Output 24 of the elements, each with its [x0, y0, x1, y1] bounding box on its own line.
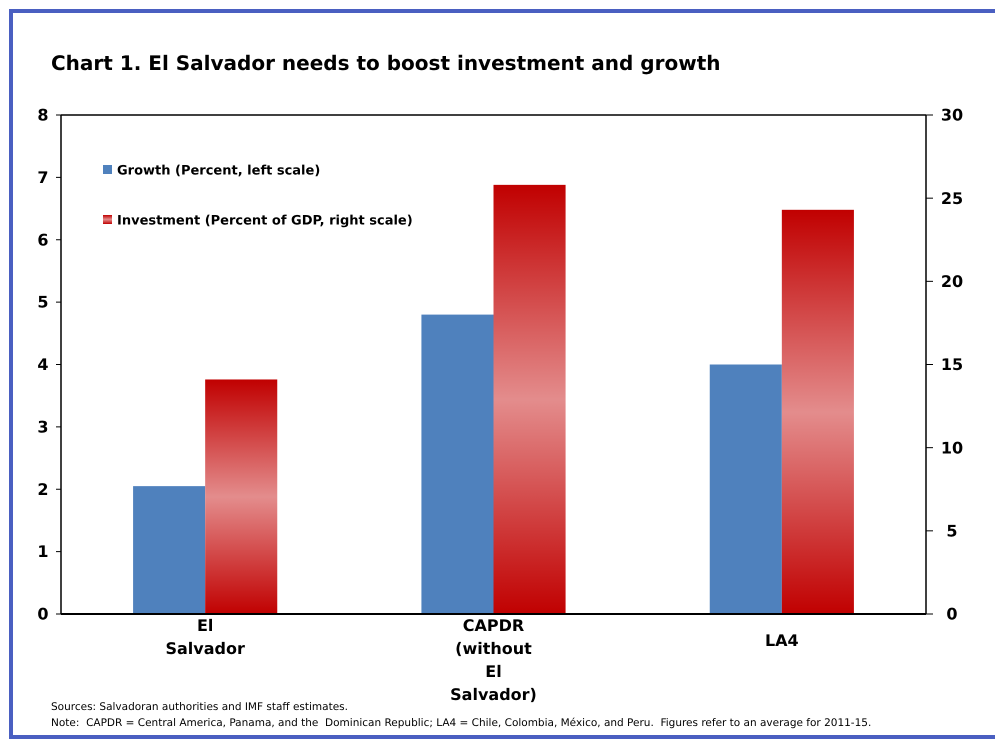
- y2-tick-label: 5: [946, 521, 958, 540]
- y2-tick-label: 0: [946, 604, 958, 624]
- y-tick-label: 4: [37, 355, 49, 374]
- y2-tick-label: 15: [940, 355, 964, 374]
- y-tick-label: 6: [37, 230, 49, 250]
- x-tick-label: CAPDR (without El Salvador): [450, 616, 537, 704]
- y2-tick-label: 10: [940, 438, 964, 458]
- text: Note: CAPDR = Central America, Panama, and the Dominican Republic; LA4 = Chile, Colombia, México, and Peru. Figures refer to an average for 2011-15.: [51, 717, 872, 729]
- x-tick-label: LA4: [764, 631, 799, 650]
- source-note: Sources: Salvadoran authorities and IMF staff estimates.: [51, 701, 348, 713]
- y-tick-label: 1: [37, 542, 49, 562]
- y-tick-label: 5: [37, 292, 49, 312]
- legend-label: Investment (Percent of GDP, right scale): [117, 214, 413, 229]
- chart-title: Chart 1. El Salvador needs to boost investment and growth: [51, 51, 721, 75]
- y-tick-label: 8: [37, 106, 49, 125]
- y-tick-label: 3: [37, 417, 49, 436]
- y-tick-label: 2: [37, 480, 49, 499]
- x-tick-label: El Salvador: [165, 616, 245, 658]
- y-tick-label: 7: [37, 168, 49, 187]
- y-tick-label: 0: [37, 604, 49, 624]
- legend-label: Growth (Percent, left scale): [117, 164, 320, 179]
- y2-tick-label: 30: [940, 106, 964, 125]
- y2-tick-label: 20: [940, 272, 964, 291]
- y2-tick-label: 25: [940, 188, 964, 208]
